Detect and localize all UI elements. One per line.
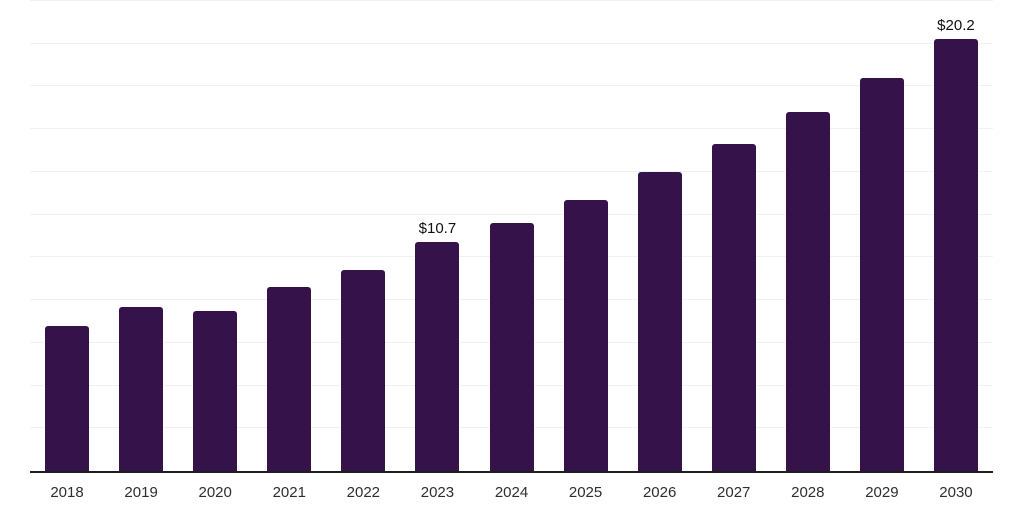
bar-2029: [859, 77, 904, 471]
x-tick-label-2021: 2021: [272, 484, 306, 501]
bar-2028: [785, 112, 830, 471]
gridline: [30, 213, 993, 215]
x-tick-label-2024: 2024: [494, 484, 529, 501]
bar-value-label-2030: $20.2: [937, 17, 975, 35]
x-tick-label-2028: 2028: [791, 484, 825, 501]
x-tick-label-2026: 2026: [642, 484, 677, 501]
bar-2025: [563, 199, 608, 471]
x-axis-labels: 2018 2019 2020 2021 2022 2023 2024 2025 2026 2027…: [30, 485, 993, 505]
x-tick-label-2025: 2025: [568, 484, 603, 501]
gridline: [30, 0, 993, 1]
bar-2026: [637, 171, 682, 471]
bar-2024: [489, 223, 534, 471]
bar-2019: [119, 306, 164, 471]
x-tick-label-2022: 2022: [346, 484, 381, 501]
x-tick-label-2019: 2019: [124, 484, 158, 501]
gridline: [30, 170, 993, 172]
x-tick-label-2020: 2020: [198, 484, 232, 501]
x-tick-label-2030: 2030: [939, 484, 973, 501]
x-axis-line: [30, 471, 993, 473]
bar-value-label-2023: $10.7: [418, 220, 457, 238]
bar-2021: [267, 287, 312, 471]
bar-2018: [45, 325, 90, 471]
x-tick-label-2029: 2029: [865, 484, 899, 501]
bar-2023: [415, 242, 460, 471]
gridline: [30, 85, 993, 87]
bar-2022: [341, 270, 386, 471]
gridline: [30, 42, 993, 44]
bar-2020: [193, 310, 238, 471]
x-tick-label-2027: 2027: [717, 484, 751, 501]
bar-2027: [711, 144, 756, 471]
gridline: [30, 128, 993, 130]
x-tick-label-2018: 2018: [50, 484, 84, 501]
x-tick-label-2023: 2023: [420, 484, 455, 501]
plot-area: $10.7 $20.2: [30, 0, 993, 473]
bar-2030: [933, 39, 978, 471]
